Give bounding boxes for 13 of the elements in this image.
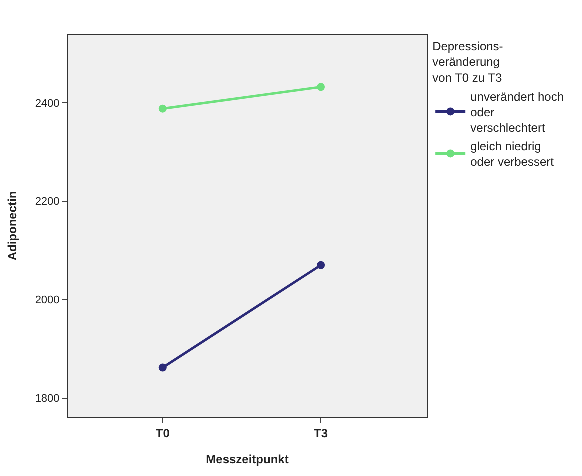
point bbox=[158, 104, 167, 113]
x-tick-label: T3 bbox=[314, 426, 328, 440]
x-tick-label: T0 bbox=[156, 426, 170, 440]
point bbox=[317, 261, 326, 270]
y-tick-label: 2400 bbox=[35, 98, 60, 110]
y-tick-label: 2200 bbox=[35, 196, 60, 208]
y-tick-label: 1800 bbox=[35, 393, 60, 406]
y-axis-title: Adiponectin bbox=[6, 191, 20, 261]
y-tick-label: 2000 bbox=[35, 294, 60, 307]
legend-label: gleich niedrig oder verbessert bbox=[470, 140, 555, 170]
point bbox=[158, 364, 167, 372]
point bbox=[317, 83, 326, 92]
x-axis-title: Messzeitpunkt bbox=[206, 452, 289, 466]
